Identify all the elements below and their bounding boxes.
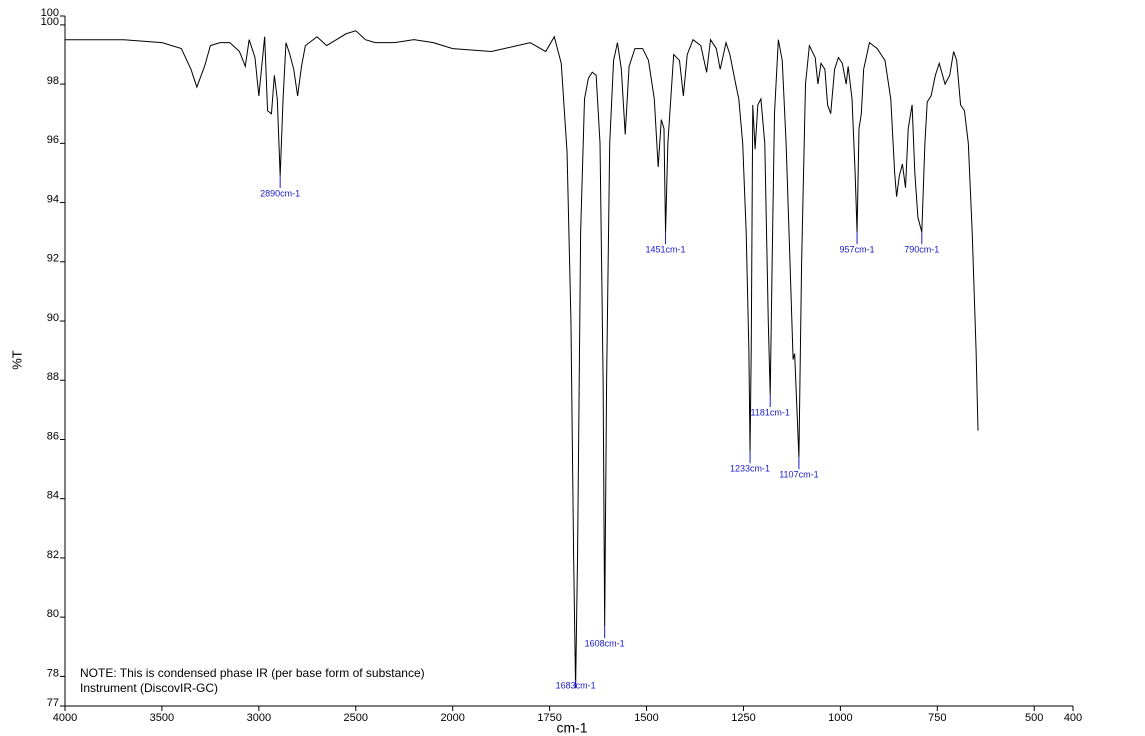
- annotation-label: 1107cm-1: [779, 470, 818, 480]
- y-axis-label: %T: [9, 350, 24, 370]
- annotation-label: 1608cm-1: [585, 638, 625, 648]
- x-tick-label: 3000: [247, 712, 271, 724]
- x-tick-label: 2500: [344, 712, 368, 724]
- x-tick-label: 1750: [537, 712, 561, 724]
- annotation-label: 2890cm-1: [260, 188, 300, 198]
- y-tick-label: 90: [47, 312, 59, 324]
- annotation-label: 1181cm-1: [751, 407, 790, 417]
- x-tick-label: 1000: [828, 712, 852, 724]
- x-tick-label: 1250: [731, 712, 755, 724]
- x-tick-label: 1500: [634, 712, 658, 724]
- x-axis-label: cm-1: [556, 720, 587, 736]
- y-tick-label: 82: [47, 549, 59, 561]
- x-tick-label: 3500: [150, 712, 174, 724]
- y-tick-label: 92: [47, 253, 59, 265]
- y-tick-label: 88: [47, 371, 59, 383]
- y-tick-label: 80: [47, 608, 59, 620]
- annotation-label: 1451cm-1: [646, 245, 686, 255]
- y-tick-label: 100: [41, 16, 59, 28]
- x-tick-label: 500: [1025, 712, 1043, 724]
- annotation-label: 957cm-1: [840, 245, 875, 255]
- x-tick-label: 400: [1064, 712, 1082, 724]
- y-tick-label: 86: [47, 430, 59, 442]
- y-tick-label: 78: [47, 667, 59, 679]
- y-tick-label: 77: [47, 697, 59, 709]
- spectrum-line: [65, 30, 979, 689]
- y-tick-label: 100: [41, 7, 59, 19]
- note: Instrument (DiscovIR-GC): [80, 681, 218, 695]
- note: NOTE: This is condensed phase IR (per ba…: [80, 666, 425, 680]
- annotation-label: 1683cm-1: [556, 680, 596, 690]
- y-tick-label: 98: [47, 75, 59, 87]
- x-tick-label: 750: [928, 712, 946, 724]
- x-tick-label: 4000: [53, 712, 77, 724]
- y-tick-label: 84: [47, 490, 59, 502]
- y-tick-label: 96: [47, 134, 59, 146]
- annotation-label: 790cm-1: [904, 245, 939, 255]
- y-tick-label: 94: [47, 193, 59, 205]
- annotation-label: 1233cm-1: [730, 464, 770, 474]
- x-tick-label: 2000: [440, 712, 464, 724]
